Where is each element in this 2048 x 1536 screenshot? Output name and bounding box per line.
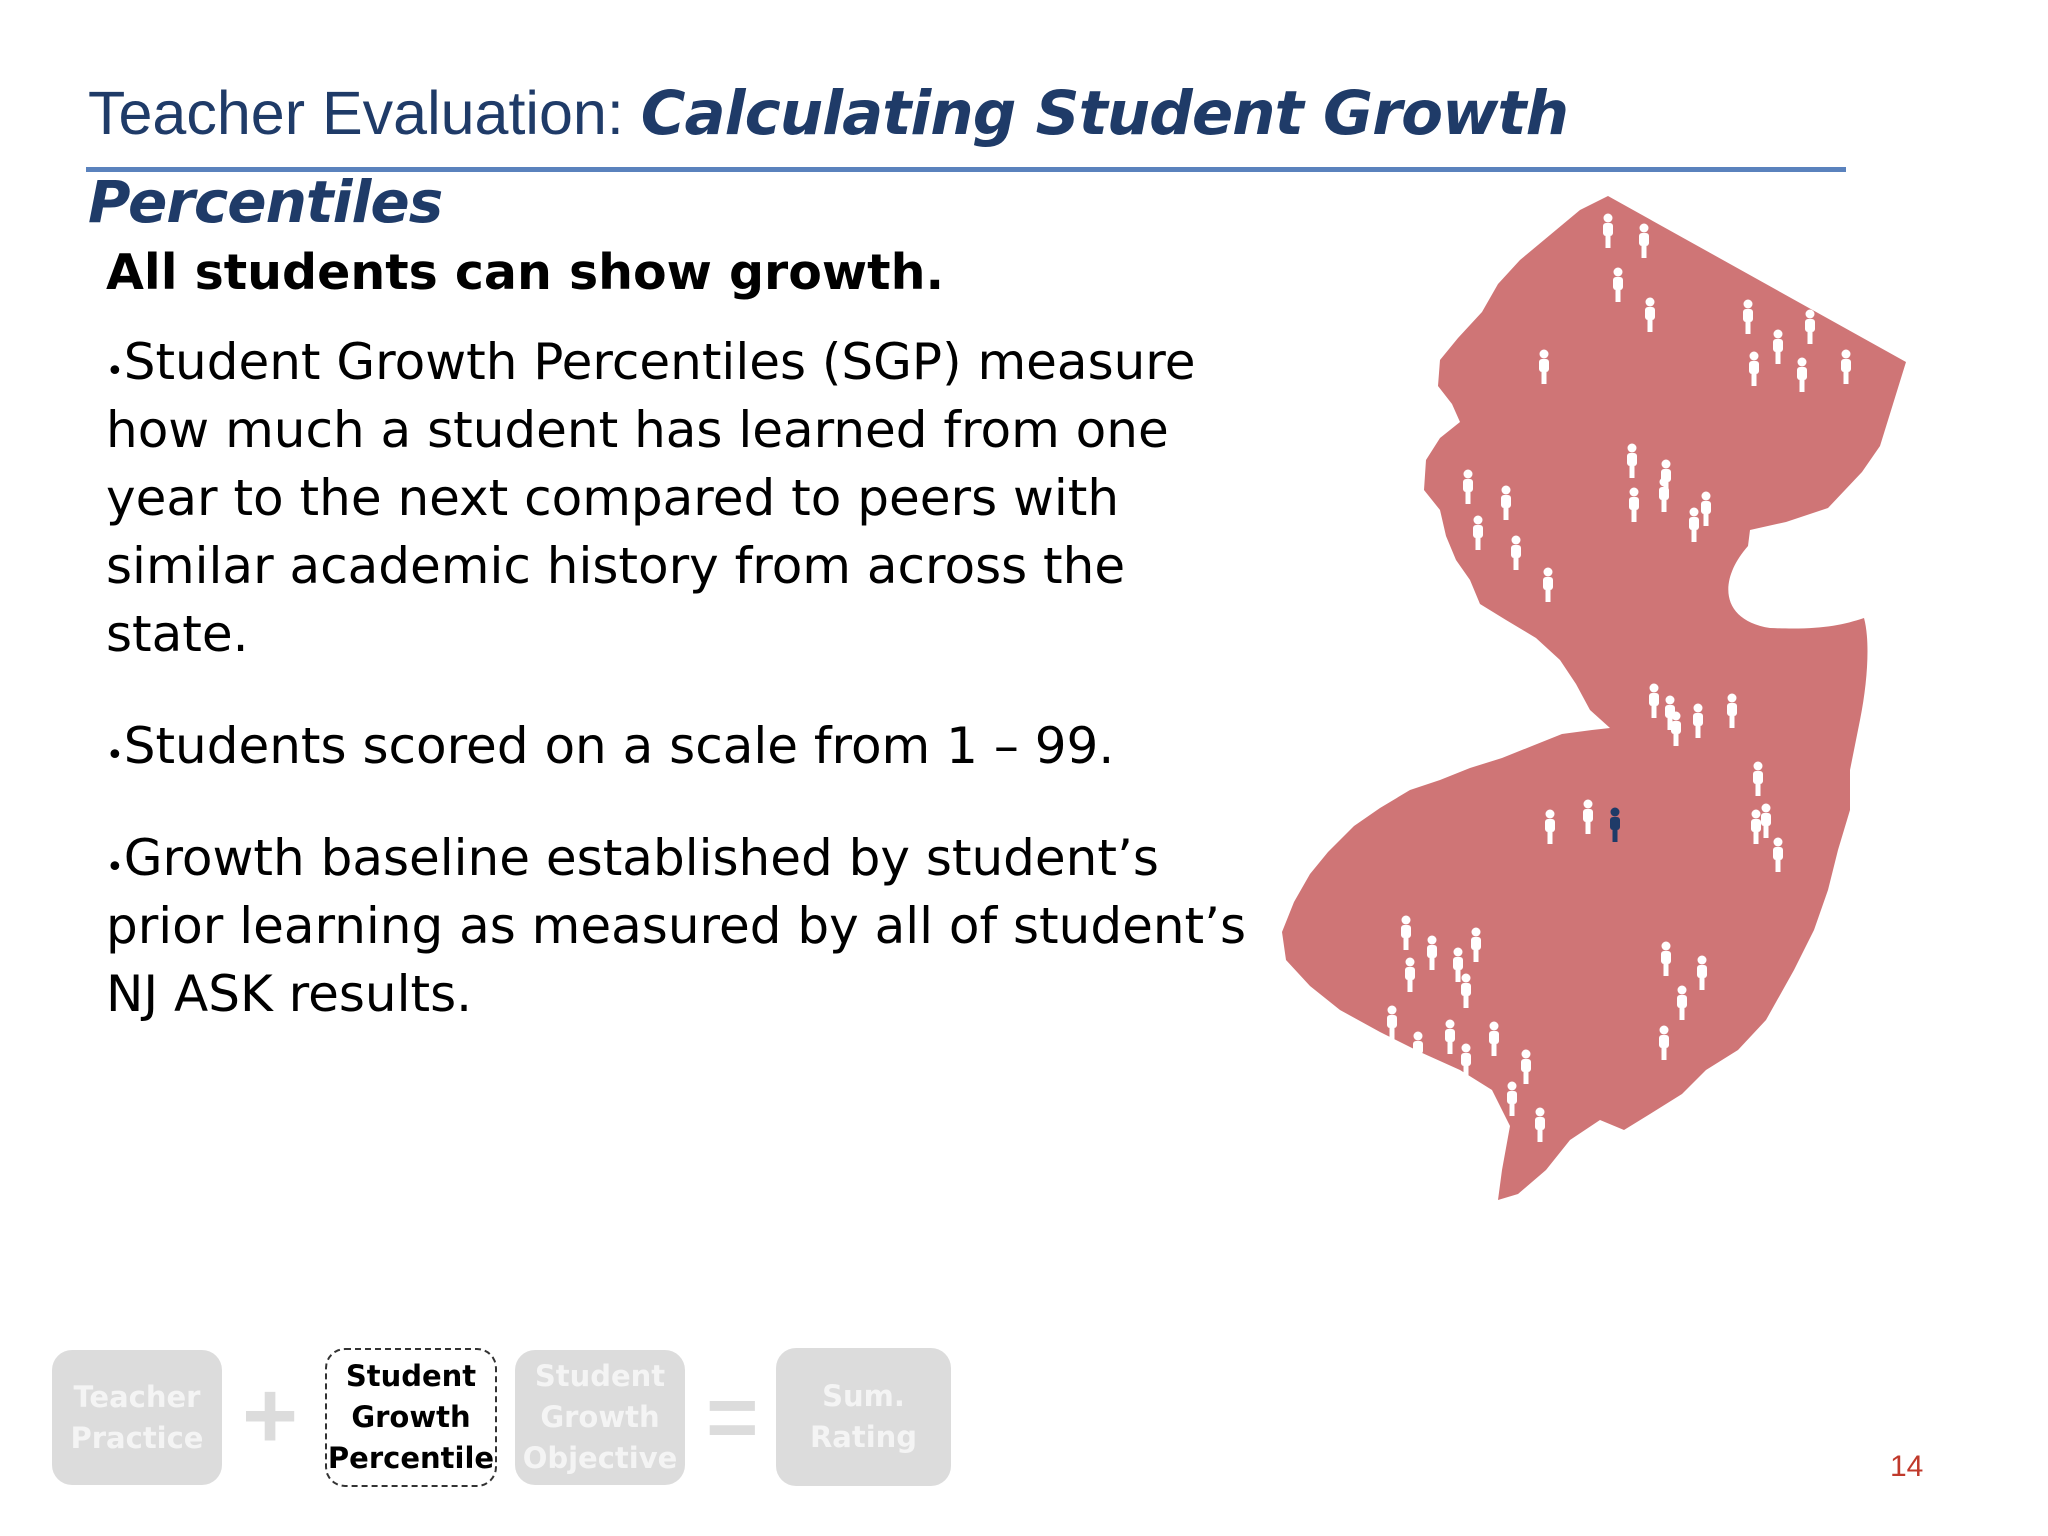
person-icon [1701,491,1711,526]
person-icon [1501,485,1511,520]
person-icon [1511,535,1521,570]
bullet-marker: • [106,850,124,885]
new-jersey-shape [1282,196,1906,1200]
title-underline [86,167,1846,172]
person-icon [1689,507,1699,542]
person-icon [1603,213,1613,248]
title-emphasis: Calculating Student Growth [640,78,1569,149]
person-icon [1629,487,1639,522]
person-icon [1531,1249,1541,1284]
person-icon [1539,349,1549,384]
page-number: 14 [1890,1450,1924,1483]
person-icon [1461,973,1471,1008]
person-icon [1693,703,1703,738]
person-icon [1521,1049,1531,1084]
person-icon [1545,809,1555,844]
summative-rating-box: Sum. Rating [776,1348,951,1486]
person-icon [1471,927,1481,962]
person-icon [1639,223,1649,258]
person-icon [1489,1021,1499,1056]
person-icon [1413,1031,1423,1066]
new-jersey-map [1282,196,1906,1284]
bullet-text: Students scored on a scale from 1 – 99. [123,717,1115,775]
box-line: Student [345,1359,477,1393]
person-icon [1445,1019,1455,1054]
equals-sign: = [706,1368,759,1468]
person-icon [1751,809,1761,844]
bullet-marker: • [106,738,124,773]
person-icon [1627,443,1637,478]
person-icon [1427,935,1437,970]
person-icon [1797,357,1807,392]
person-icon [1377,1047,1387,1082]
box-line: Sum. [822,1379,905,1413]
box-line: Percentile [327,1441,495,1475]
box-line: Teacher [73,1379,201,1414]
person-icon [1519,1217,1529,1252]
person-icon [1753,761,1763,796]
person-icon [1387,1005,1397,1040]
person-icon [1473,515,1483,550]
box-line: Growth [351,1400,471,1434]
box-line: Growth [540,1400,660,1434]
sgp-box: Student Growth Percentile [325,1348,497,1487]
person-icon [1661,941,1671,976]
bullet-scale: •Students scored on a scale from 1 – 99. [106,712,1256,780]
person-icon [1761,803,1771,838]
person-icon [1543,567,1553,602]
person-icon [1659,477,1669,512]
title-prefix: Teacher Evaluation: [88,79,641,147]
person-icon [1677,985,1687,1020]
person-icon [1547,1217,1557,1252]
slide-title: Teacher Evaluation: Calculating Student … [88,78,1569,149]
bullet-text: Growth baseline established by student’s… [106,829,1247,1023]
person-icon [1697,955,1707,990]
body-heading: All students can show growth. [106,244,945,301]
person-icon [1773,837,1783,872]
box-line: Student [534,1359,666,1393]
person-icon [1535,1107,1545,1142]
person-icon [1453,947,1463,982]
plus-sign: + [242,1362,299,1469]
person-icon [1645,297,1655,332]
person-icon [1405,957,1415,992]
bullet-text: Student Growth Percentiles (SGP) measure… [106,333,1196,663]
sgo-box: Student Growth Objective [515,1350,685,1485]
person-icon [1743,299,1753,334]
box-line: Objective [522,1441,678,1475]
person-icon [1463,469,1473,504]
person-icon [1401,915,1411,950]
person-icon [1671,711,1681,746]
person-icon [1805,309,1815,344]
person-icon [1583,799,1593,834]
bullet-baseline: •Growth baseline established by student’… [106,824,1256,1028]
slide-body: All students can show growth. •Student G… [106,242,1256,1072]
student-figures [1377,213,1851,1284]
title-emphasis-continued: Percentiles [88,168,443,236]
bullet-sgp-definition: •Student Growth Percentiles (SGP) measur… [106,328,1256,668]
box-line: Practice [70,1420,204,1455]
person-icon [1773,329,1783,364]
person-icon [1841,349,1851,384]
bullet-marker: • [106,354,124,389]
person-icon [1649,683,1659,718]
teacher-practice-box: Teacher Practice [52,1350,222,1485]
person-icon [1659,1025,1669,1060]
person-icon [1507,1081,1517,1116]
box-line: Rating [809,1420,918,1454]
highlighted-person-icon [1610,807,1620,842]
person-icon [1461,1043,1471,1078]
person-icon [1613,267,1623,302]
person-icon [1749,351,1759,386]
person-icon [1727,693,1737,728]
